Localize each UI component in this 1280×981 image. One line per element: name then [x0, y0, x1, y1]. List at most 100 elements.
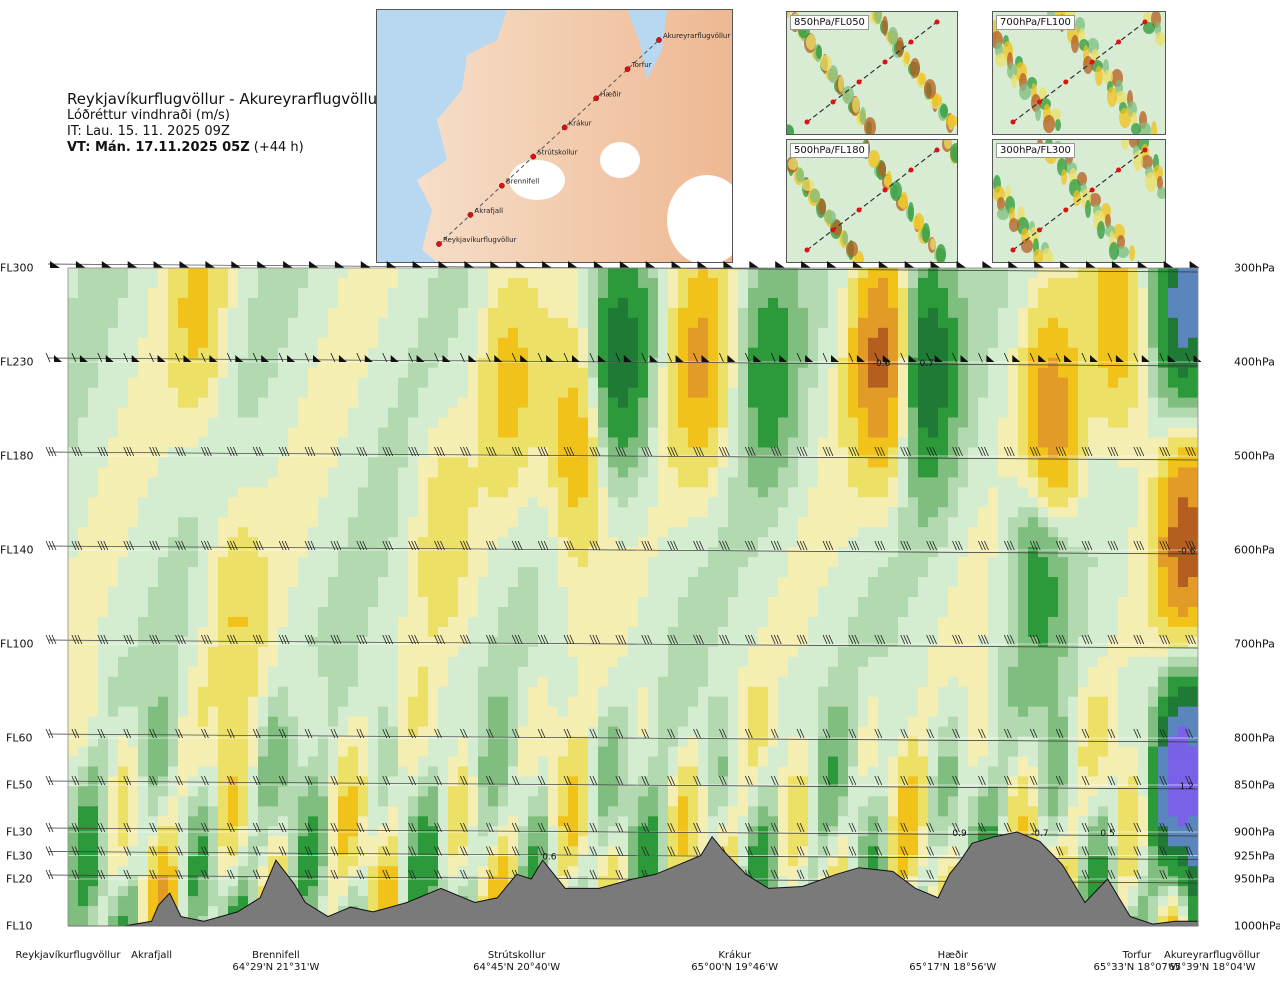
field-cell — [438, 567, 449, 578]
field-cell — [768, 477, 779, 488]
field-blob — [1143, 22, 1155, 34]
field-cell — [638, 377, 649, 389]
route-point-label: Brennifell — [506, 178, 539, 186]
field-cell — [498, 796, 509, 807]
field-cell — [428, 487, 439, 498]
field-cell — [218, 736, 229, 748]
field-cell — [348, 587, 359, 598]
field-cell — [608, 297, 619, 309]
field-cell — [118, 268, 129, 279]
field-cell — [398, 467, 409, 478]
field-cell — [488, 876, 499, 887]
field-cell — [688, 387, 699, 399]
field-cell — [688, 327, 699, 339]
field-cell — [128, 277, 139, 289]
field-cell — [468, 666, 479, 678]
field-cell — [68, 736, 79, 748]
field-cell — [458, 567, 469, 578]
field-cell — [278, 846, 289, 857]
field-cell — [428, 856, 439, 867]
field-cell — [428, 337, 439, 349]
field-cell — [478, 557, 489, 568]
field-cell — [328, 567, 339, 578]
field-cell — [608, 268, 619, 279]
field-cell — [378, 816, 389, 827]
field-cell — [668, 676, 679, 688]
field-cell — [478, 616, 489, 628]
field-cell — [248, 327, 259, 339]
field-cell — [558, 557, 569, 568]
field-cell — [478, 537, 489, 548]
field-cell — [378, 417, 389, 429]
field-cell — [208, 417, 219, 429]
field-cell — [68, 307, 79, 319]
field-cell — [688, 676, 699, 688]
field-cell — [708, 766, 719, 778]
field-cell — [658, 497, 669, 508]
field-cell — [398, 347, 409, 359]
field-cell — [568, 666, 579, 678]
field-cell — [298, 317, 309, 329]
field-cell — [758, 736, 769, 748]
field-cell — [718, 447, 729, 459]
field-cell — [718, 756, 729, 768]
field-cell — [228, 906, 239, 917]
field-cell — [638, 307, 649, 319]
field-cell — [608, 427, 619, 439]
field-cell — [98, 756, 109, 768]
field-cell — [598, 407, 609, 419]
field-cell — [398, 327, 409, 339]
field-cell — [118, 816, 129, 827]
field-cell — [358, 437, 369, 449]
field-cell — [688, 287, 699, 299]
field-cell — [728, 337, 739, 349]
field-cell — [268, 636, 279, 648]
field-cell — [348, 866, 359, 877]
field-cell — [468, 537, 479, 548]
field-cell — [288, 357, 299, 369]
field-cell — [228, 357, 239, 369]
field-cell — [208, 437, 219, 449]
field-cell — [658, 297, 669, 309]
route-point-label: Reykjavíkurflugvöllur — [443, 236, 517, 244]
field-cell — [768, 587, 779, 598]
field-cell — [198, 616, 209, 628]
field-cell — [168, 327, 179, 339]
field-cell — [458, 317, 469, 329]
field-cell — [518, 537, 529, 548]
field-cell — [548, 736, 559, 748]
field-cell — [238, 806, 249, 817]
field-cell — [598, 357, 609, 369]
field-cell — [418, 417, 429, 429]
field-cell — [728, 766, 739, 778]
field-cell — [188, 616, 199, 628]
field-cell — [188, 856, 199, 867]
field-cell — [78, 646, 89, 658]
field-cell — [388, 816, 399, 827]
field-cell — [88, 646, 99, 658]
field-cell — [238, 347, 249, 359]
field-cell — [258, 606, 269, 618]
field-cell — [148, 906, 159, 917]
field-cell — [408, 616, 419, 628]
field-cell — [128, 876, 139, 887]
field-cell — [318, 337, 329, 349]
field-cell — [458, 706, 469, 718]
field-cell — [508, 487, 519, 498]
field-cell — [678, 706, 689, 718]
field-cell — [558, 686, 569, 698]
field-cell — [568, 377, 579, 389]
field-cell — [298, 686, 309, 698]
field-cell — [328, 387, 339, 399]
field-cell — [718, 387, 729, 399]
field-cell — [648, 766, 659, 778]
field-cell — [258, 317, 269, 329]
field-blob — [1131, 112, 1137, 126]
field-cell — [198, 437, 209, 449]
field-cell — [228, 367, 239, 379]
field-cell — [308, 317, 319, 329]
field-cell — [488, 297, 499, 309]
field-cell — [148, 497, 159, 508]
field-cell — [678, 806, 689, 817]
field-cell — [608, 656, 619, 668]
